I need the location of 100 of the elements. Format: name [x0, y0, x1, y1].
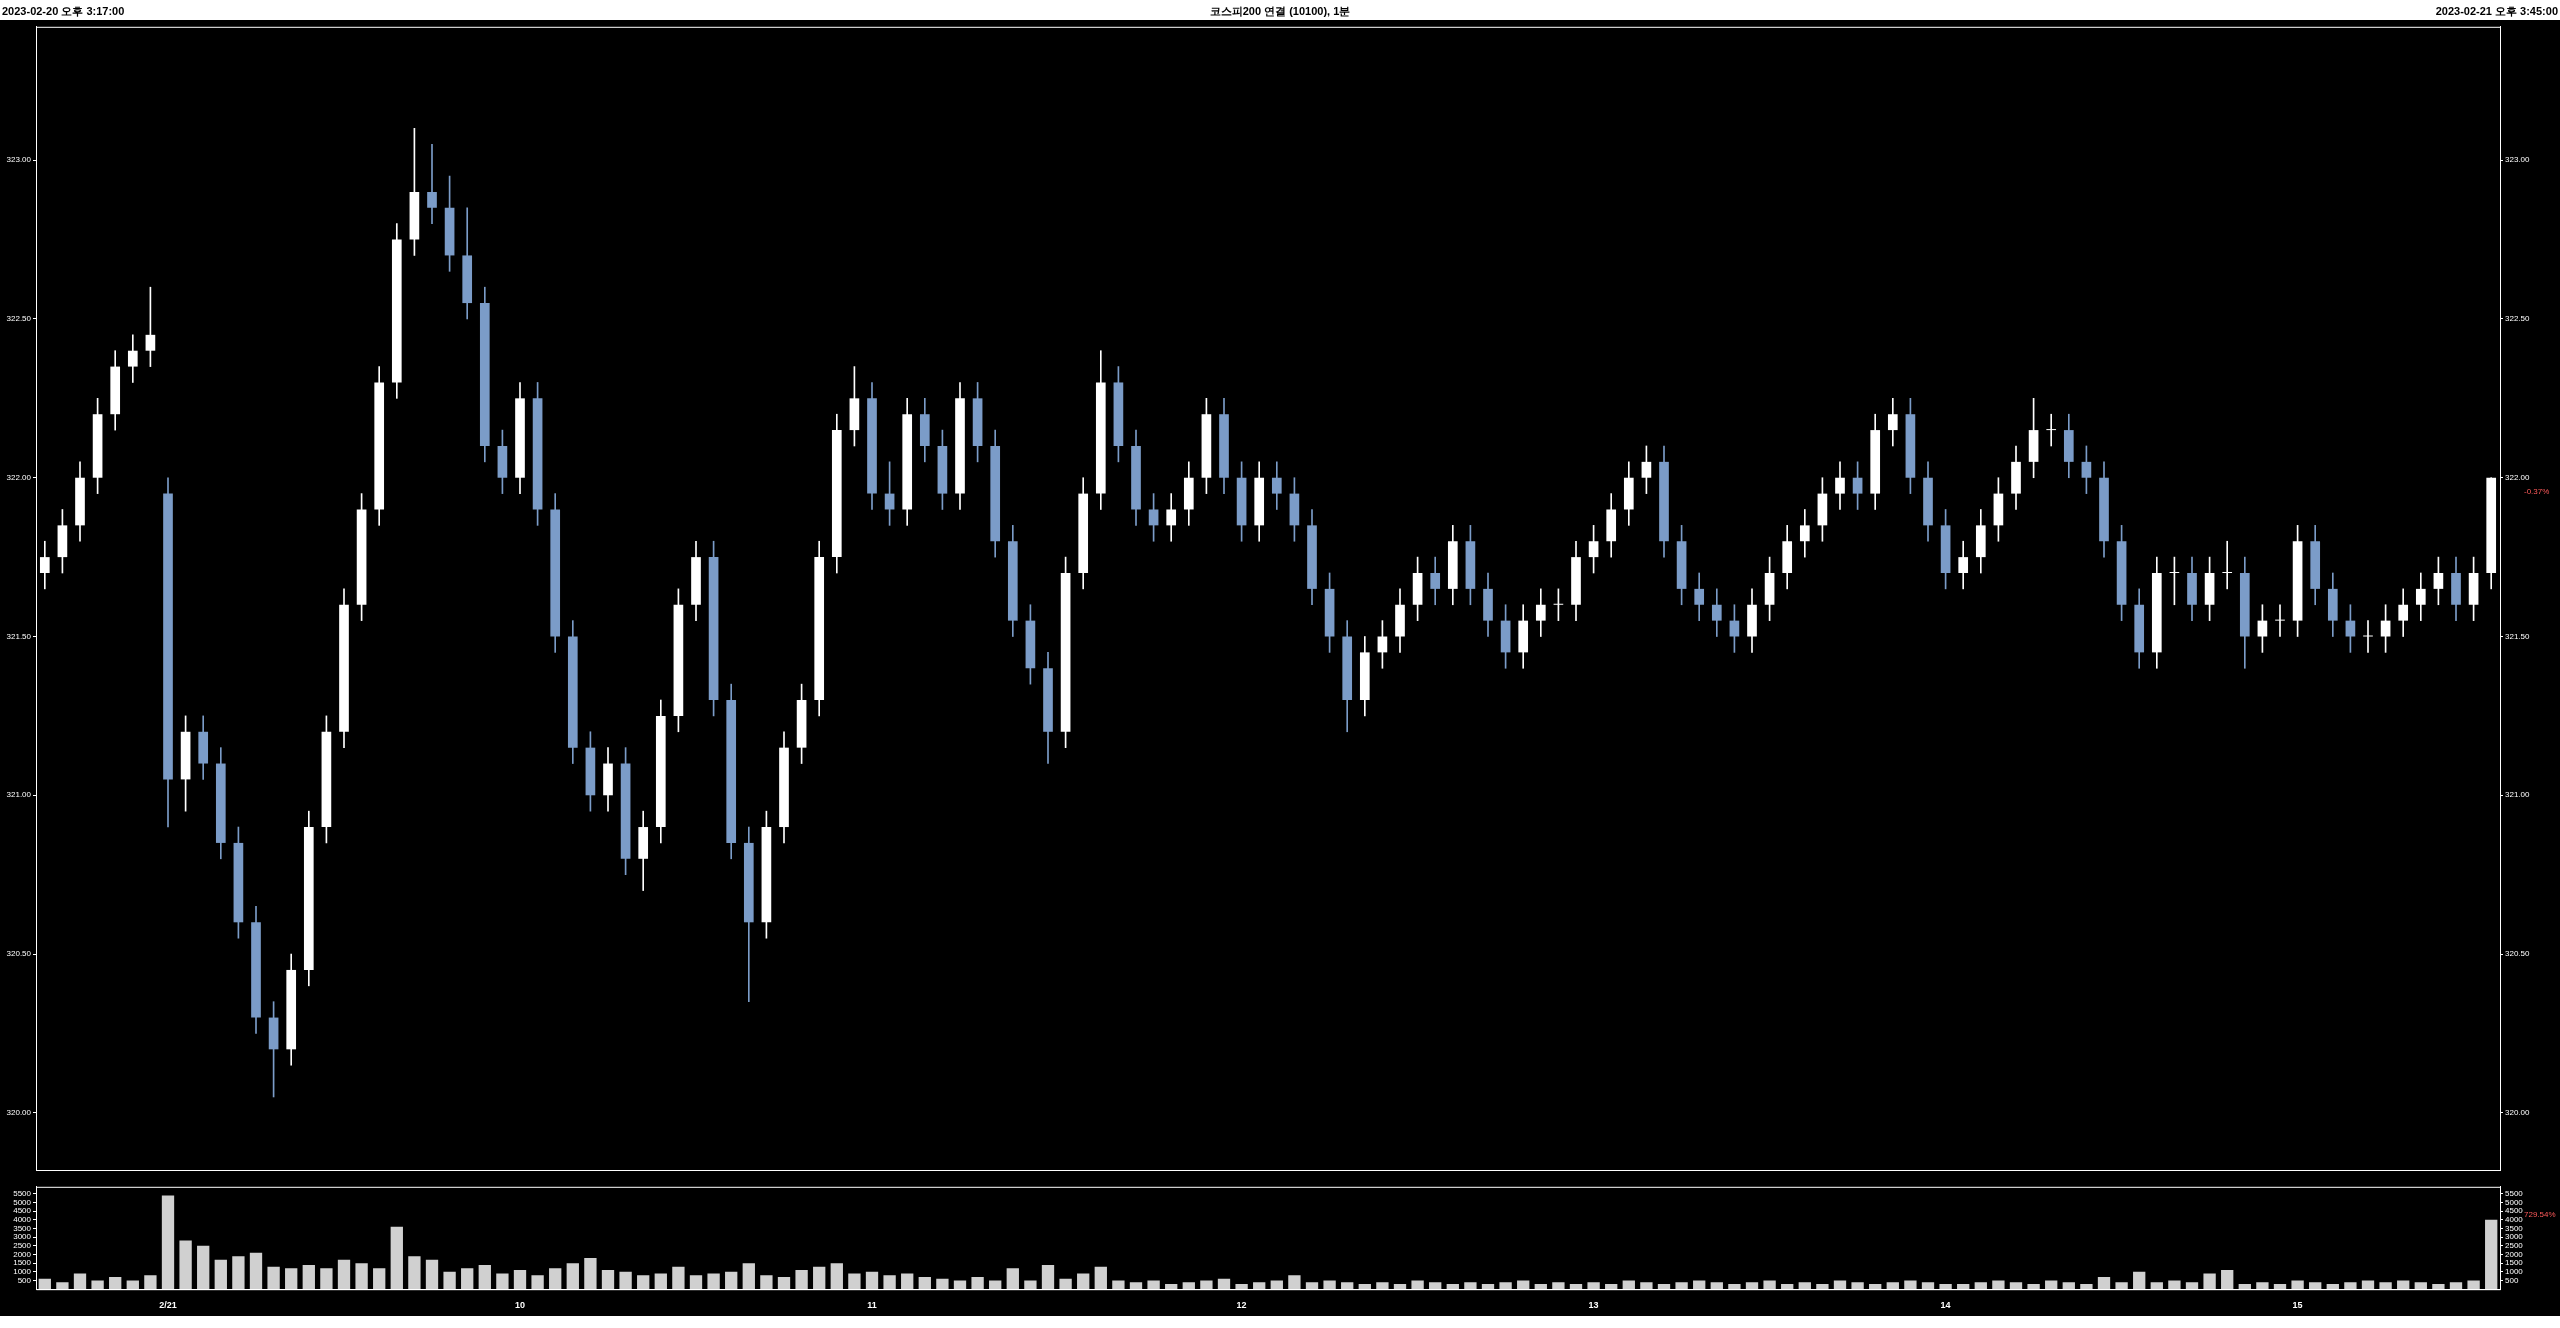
- y2-tick-label: 5000: [2505, 1197, 2524, 1207]
- bar: [2361, 1280, 2375, 1290]
- bar: [689, 1275, 703, 1290]
- bar: [2467, 1280, 2480, 1290]
- bar: [549, 1268, 562, 1290]
- bar: [830, 1263, 843, 1290]
- y-tick-label: 320.00: [6, 1108, 32, 1118]
- text: 2023-02-21 오후 3:45:00: [2435, 4, 2558, 19]
- candlestick: [2275, 604, 2285, 637]
- bar: [1341, 1282, 1354, 1290]
- bar: [1129, 1282, 1143, 1290]
- bar: [513, 1270, 527, 1290]
- bar: [214, 1259, 227, 1290]
- bar: [443, 1271, 456, 1290]
- bar: [1112, 1280, 1125, 1290]
- bar: [38, 1278, 51, 1290]
- y-tick-label: 2500: [13, 1241, 32, 1251]
- bar: [285, 1268, 298, 1290]
- bar: [320, 1268, 333, 1290]
- text: -0.37%: [2524, 486, 2550, 496]
- bar: [1693, 1280, 1706, 1290]
- bar: [2449, 1282, 2463, 1290]
- bar: [144, 1275, 157, 1290]
- bar: [1517, 1280, 1530, 1290]
- bar: [1288, 1275, 1301, 1290]
- x-tick-label: 14: [1940, 1300, 1951, 1311]
- bar: [1041, 1264, 1055, 1290]
- bar: [109, 1277, 122, 1290]
- bar: [742, 1263, 755, 1290]
- bar: [2203, 1273, 2216, 1290]
- bar: [1851, 1282, 1864, 1290]
- y-tick-label: 2000: [13, 1249, 32, 1259]
- x-tick-label: 10: [514, 1300, 526, 1311]
- bar: [1569, 1283, 1583, 1290]
- y2-tick-label: 2000: [2505, 1249, 2524, 1259]
- bar: [619, 1271, 632, 1290]
- bar: [2379, 1282, 2392, 1290]
- x-tick-label: 13: [1588, 1300, 1599, 1311]
- bar: [1323, 1280, 1336, 1290]
- bar: [1481, 1283, 1495, 1290]
- bar: [1217, 1278, 1231, 1290]
- bar: [1464, 1282, 1477, 1290]
- y-tick-label: 500: [17, 1275, 32, 1285]
- bar: [725, 1271, 738, 1290]
- bar: [1270, 1280, 1283, 1290]
- bar: [2097, 1277, 2111, 1290]
- bar: [56, 1282, 69, 1290]
- y-tick-label: 5500: [13, 1188, 32, 1198]
- bar: [1024, 1280, 1037, 1290]
- candlestick: [427, 143, 437, 225]
- bar: [249, 1252, 263, 1290]
- bar: [2291, 1280, 2304, 1290]
- bar: [2309, 1282, 2322, 1290]
- bar: [1974, 1282, 1987, 1290]
- bar: [672, 1266, 685, 1290]
- bar: [1833, 1280, 1847, 1290]
- bar: [1147, 1280, 1160, 1290]
- bar: [883, 1275, 896, 1290]
- x-tick-label: 12: [1236, 1300, 1247, 1311]
- bar: [1393, 1283, 1407, 1290]
- bar: [73, 1273, 87, 1290]
- bar: [1710, 1282, 1723, 1290]
- bar: [601, 1270, 615, 1290]
- bar: [2344, 1282, 2357, 1290]
- bar: [566, 1263, 579, 1290]
- bar: [1411, 1280, 1424, 1290]
- bar: [2080, 1283, 2093, 1290]
- y-tick-label: 322.00: [6, 472, 32, 482]
- text: 729.54%: [2524, 1210, 2556, 1219]
- y2-tick-label: 500: [2505, 1275, 2519, 1285]
- bar: [2168, 1280, 2181, 1290]
- bar: [1745, 1282, 1759, 1290]
- candlestick: [2363, 620, 2373, 653]
- y2-tick-label: 322.50: [2505, 314, 2531, 324]
- bar: [390, 1226, 403, 1290]
- bar: [1094, 1266, 1107, 1290]
- bar: [2115, 1282, 2128, 1290]
- bar: [1992, 1280, 2005, 1290]
- bar: [584, 1257, 597, 1290]
- bar: [425, 1259, 439, 1290]
- bar: [2485, 1219, 2498, 1290]
- y-tick-label: 320.50: [6, 949, 32, 959]
- bar: [1728, 1283, 1741, 1290]
- chart-title: 코스피200 연결 (10100), 1분: [1209, 5, 1351, 17]
- candlestick: [2222, 540, 2233, 590]
- bar: [161, 1195, 175, 1290]
- bar: [1605, 1283, 1618, 1290]
- bar: [918, 1277, 931, 1290]
- y2-tick-label: 4000: [2505, 1214, 2524, 1224]
- bar: [2045, 1280, 2058, 1290]
- y-tick-label: 4500: [13, 1206, 32, 1216]
- bar: [2133, 1271, 2146, 1290]
- bar: [777, 1277, 791, 1290]
- bar: [1587, 1282, 1600, 1290]
- bar: [531, 1275, 544, 1290]
- bar: [2414, 1282, 2427, 1290]
- y2-tick-label: 5500: [2505, 1188, 2524, 1198]
- y2-tick-label: 323.00: [2505, 155, 2531, 165]
- bar: [813, 1266, 826, 1290]
- bar: [461, 1268, 474, 1290]
